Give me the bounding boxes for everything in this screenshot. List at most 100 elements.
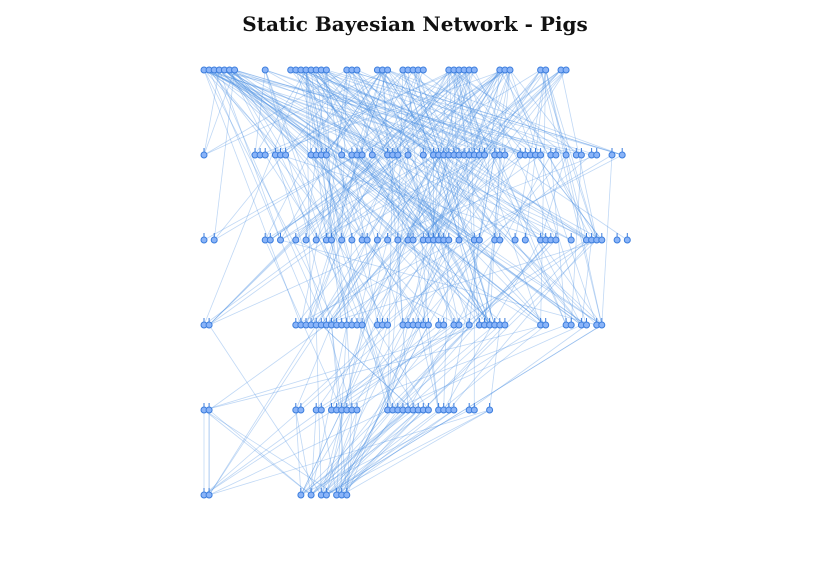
network-edge bbox=[208, 69, 281, 156]
network-edge bbox=[326, 69, 348, 241]
network-edge bbox=[382, 69, 455, 326]
network-edge bbox=[433, 154, 460, 241]
network-edge bbox=[321, 69, 597, 156]
network-edge bbox=[326, 409, 358, 496]
network-edge bbox=[433, 154, 465, 241]
network-edge bbox=[356, 154, 424, 241]
network-node bbox=[501, 151, 509, 159]
network-edge bbox=[540, 154, 567, 241]
network-edge bbox=[351, 69, 373, 156]
network-edge bbox=[254, 69, 307, 156]
network-edge bbox=[377, 69, 582, 326]
network-edge bbox=[208, 69, 562, 326]
network-edge bbox=[305, 69, 434, 156]
network-edge bbox=[295, 409, 312, 496]
network-edge bbox=[285, 69, 383, 156]
network-edge bbox=[320, 239, 450, 496]
network-edge bbox=[443, 69, 475, 156]
network-edge bbox=[336, 409, 455, 496]
network-edge bbox=[412, 154, 521, 241]
network-edge bbox=[402, 69, 490, 326]
network-edge bbox=[377, 69, 485, 156]
network-edge bbox=[305, 69, 363, 241]
network-edge bbox=[601, 154, 613, 326]
network-edge bbox=[310, 69, 383, 326]
network-edge bbox=[213, 69, 235, 241]
network-edge bbox=[356, 154, 582, 326]
network-edge bbox=[336, 324, 567, 411]
network-edge bbox=[224, 69, 495, 156]
network-edge bbox=[382, 69, 439, 156]
network-edge bbox=[208, 239, 297, 326]
network-edge bbox=[315, 69, 470, 326]
network-node bbox=[302, 236, 310, 244]
network-edge bbox=[300, 69, 353, 326]
network-node bbox=[511, 236, 519, 244]
network-edge bbox=[453, 69, 541, 326]
network-node bbox=[583, 321, 590, 329]
network-edge bbox=[305, 69, 348, 326]
network-edge bbox=[316, 69, 495, 156]
network-node bbox=[542, 321, 550, 329]
network-edge bbox=[300, 69, 368, 241]
network-edge bbox=[320, 409, 394, 496]
network-edge bbox=[321, 324, 414, 411]
network-edge bbox=[219, 69, 592, 156]
network-edge bbox=[310, 154, 394, 411]
network-node bbox=[537, 151, 545, 159]
network-node bbox=[231, 66, 239, 74]
network-edge bbox=[224, 69, 495, 326]
network-edge bbox=[321, 409, 409, 496]
network-edge bbox=[295, 69, 383, 326]
network-edge bbox=[219, 69, 495, 326]
network-edge bbox=[229, 69, 546, 326]
network-edge bbox=[310, 69, 460, 326]
network-edge bbox=[351, 69, 455, 326]
network-edge bbox=[310, 69, 343, 326]
network-edge bbox=[224, 69, 546, 326]
network-edge bbox=[570, 154, 582, 326]
network-edge bbox=[300, 409, 409, 496]
network-node bbox=[205, 406, 213, 414]
network-edge bbox=[509, 69, 577, 156]
network-edge bbox=[208, 69, 603, 326]
network-edge bbox=[387, 154, 394, 411]
network-edge bbox=[300, 409, 470, 496]
network-node bbox=[292, 236, 300, 244]
network-edge bbox=[484, 69, 511, 326]
network-node bbox=[384, 321, 392, 329]
network-edge bbox=[300, 69, 526, 156]
network-edge bbox=[540, 69, 603, 326]
network-node bbox=[210, 236, 218, 244]
network-edge bbox=[280, 154, 439, 241]
network-edge bbox=[468, 324, 587, 411]
network-node bbox=[501, 321, 509, 329]
network-edge bbox=[254, 69, 266, 156]
network-node bbox=[598, 321, 606, 329]
network-edge bbox=[320, 239, 388, 496]
network-edge bbox=[203, 239, 495, 496]
network-edge bbox=[377, 154, 597, 241]
network-node bbox=[521, 236, 529, 244]
network-edge bbox=[326, 324, 603, 496]
network-node bbox=[465, 321, 473, 329]
network-edge bbox=[208, 69, 506, 326]
network-edge bbox=[203, 69, 444, 326]
network-edge bbox=[316, 69, 567, 156]
network-edge bbox=[280, 154, 399, 411]
network-node bbox=[542, 66, 550, 74]
network-edge bbox=[208, 409, 490, 496]
network-edge bbox=[341, 239, 460, 496]
network-edge bbox=[377, 69, 434, 156]
network-edge bbox=[295, 239, 460, 326]
network-edge bbox=[320, 69, 404, 326]
network-edge bbox=[341, 69, 455, 156]
network-node bbox=[373, 236, 381, 244]
network-edge bbox=[468, 69, 562, 156]
network-edge bbox=[448, 154, 496, 411]
network-edge bbox=[453, 69, 526, 156]
network-edge bbox=[356, 69, 582, 326]
network-edge bbox=[224, 69, 393, 156]
network-edge bbox=[423, 154, 597, 326]
